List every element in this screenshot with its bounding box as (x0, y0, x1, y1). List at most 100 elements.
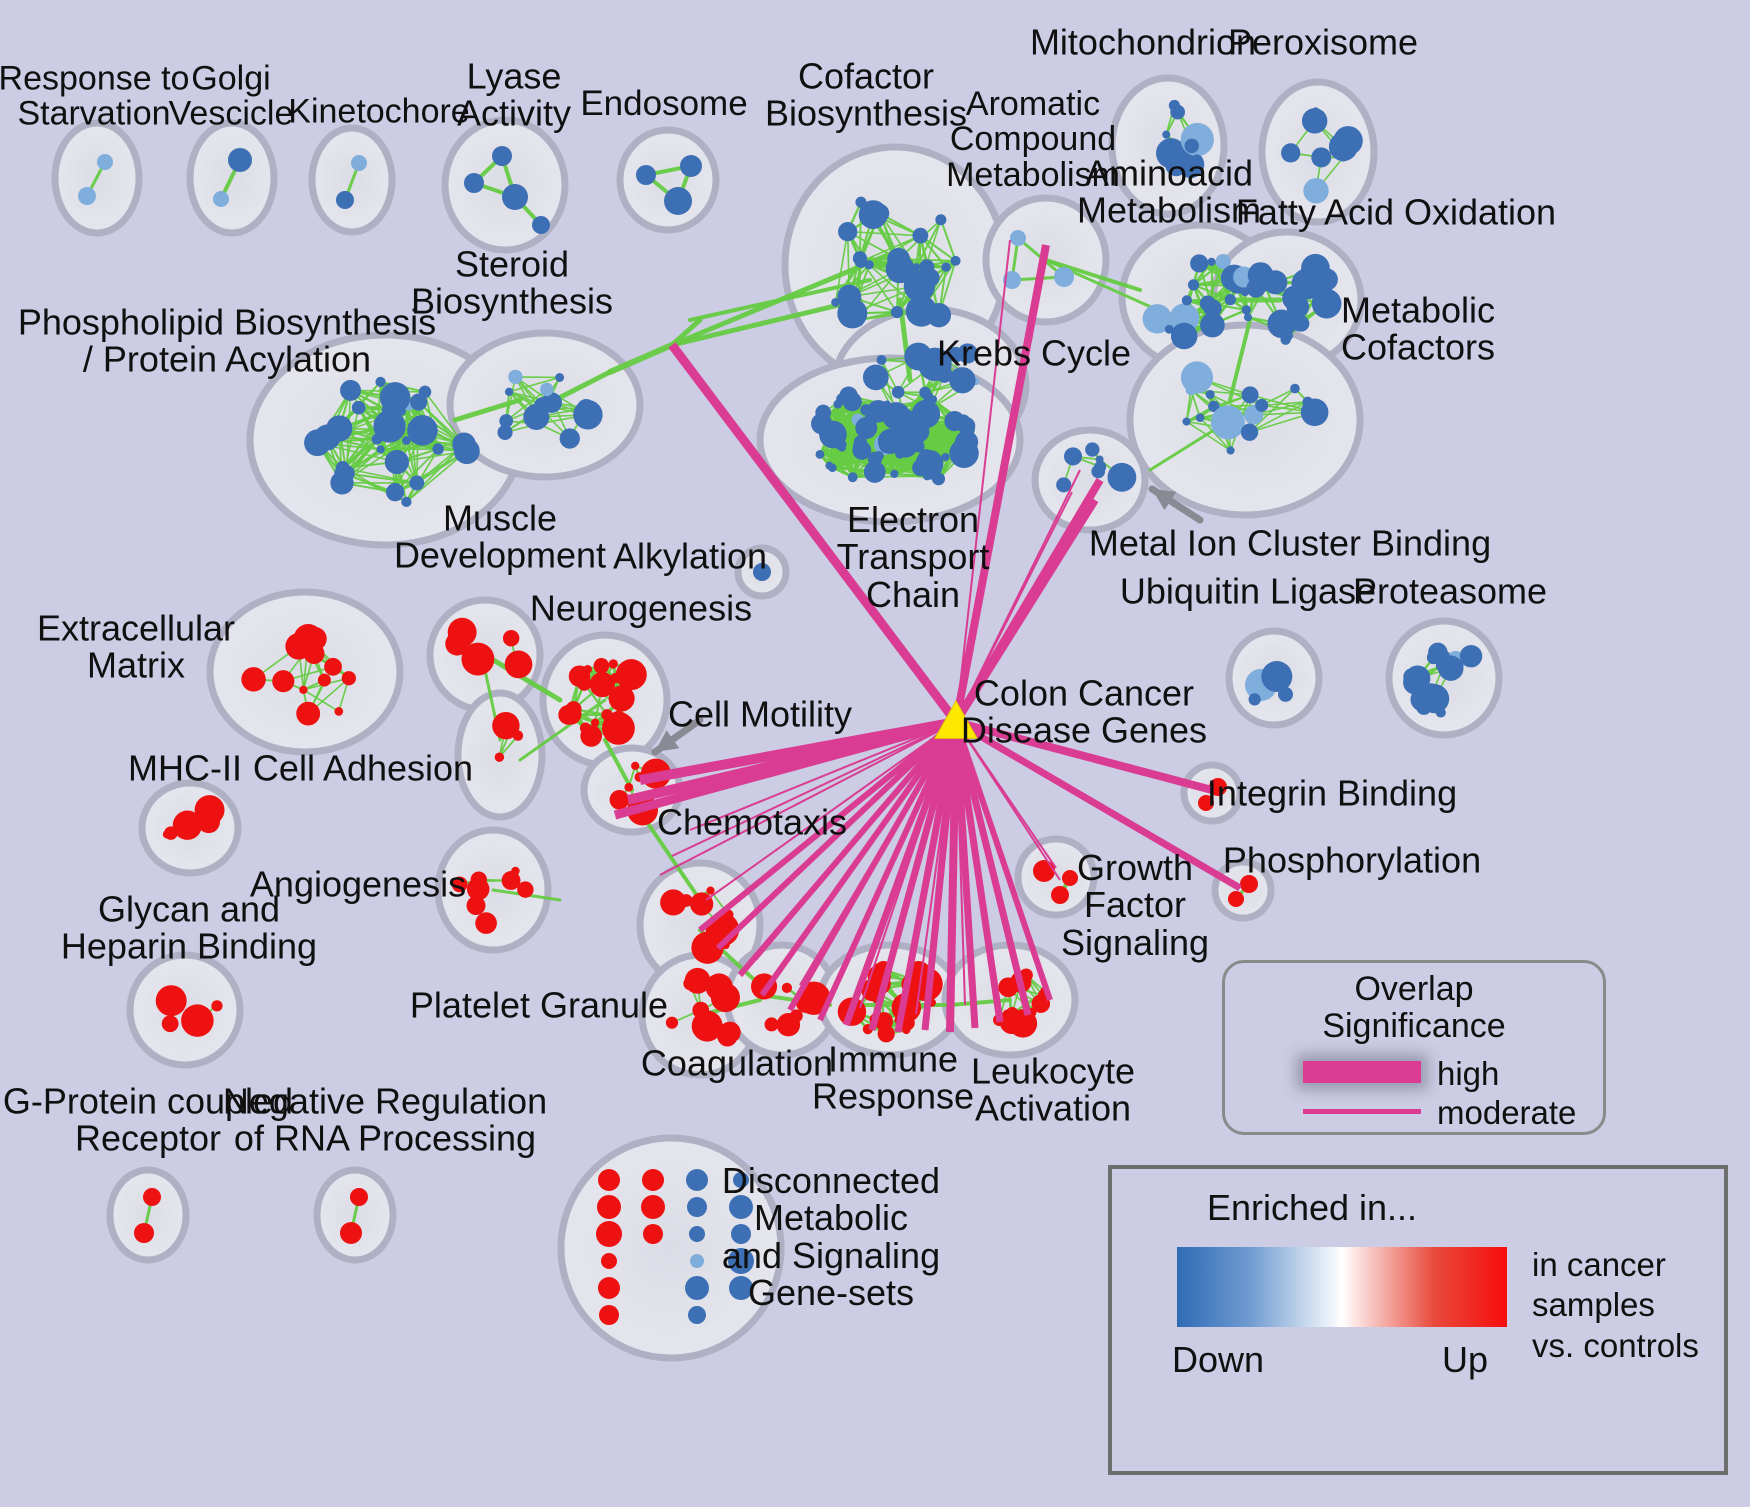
hub-edge-high (817, 720, 959, 1022)
hub-edge-high (954, 718, 1242, 892)
gene-set-node (502, 184, 528, 210)
gene-set-node (1435, 657, 1452, 674)
gene-set-node (384, 449, 409, 475)
gene-set-node (351, 400, 366, 415)
gene-set-node (1290, 313, 1308, 332)
gene-set-node (299, 685, 308, 694)
gene-set-node (949, 367, 976, 394)
gene-set-node (1241, 386, 1259, 404)
hub-edge-high (952, 244, 1050, 723)
enrichment-high-label: Up (1442, 1339, 1489, 1380)
gene-set-node (475, 912, 497, 934)
legend-enrichment: Enriched in... Down Up in cancer samples… (1108, 1165, 1728, 1475)
gene-set-node (409, 475, 425, 491)
gene-set-node (624, 782, 634, 792)
gene-set-node (497, 424, 513, 440)
gene-set-node (540, 382, 554, 397)
gene-set-node (432, 443, 444, 455)
gene-set-node (1207, 257, 1216, 267)
legend-label-moderate: moderate (1437, 1094, 1577, 1131)
gene-set-node (1095, 455, 1104, 464)
gene-set-node (731, 1224, 751, 1244)
gene-set-node (1301, 253, 1330, 283)
gene-set-node (1184, 138, 1199, 154)
gene-set-node (1200, 312, 1225, 338)
hub-edge-high (952, 497, 1099, 725)
gene-set-node (181, 1004, 214, 1037)
gene-set-node (1165, 154, 1187, 177)
gene-set-node (1210, 405, 1245, 440)
gene-set-node (1019, 968, 1033, 982)
gene-set-node (379, 382, 411, 413)
gene-set-node (1190, 254, 1209, 273)
gene-set-node (789, 1009, 803, 1023)
gene-set-node (593, 658, 610, 674)
gene-set-node (143, 1188, 161, 1206)
hub-edge-high (921, 721, 960, 1031)
gene-set-node (1008, 1009, 1038, 1038)
gene-set-node (887, 247, 910, 271)
gene-set-node (852, 439, 866, 453)
gene-set-node (1226, 446, 1235, 455)
gene-set-node (890, 469, 899, 478)
gene-set-node (492, 711, 520, 740)
gene-set-node (1301, 108, 1328, 134)
hub-edge-moderate (705, 721, 957, 901)
gene-set-node (334, 707, 344, 716)
gene-set-node (1246, 278, 1266, 298)
gene-set-node (683, 977, 697, 991)
legend-swatch-high (1303, 1061, 1421, 1083)
gene-set-node (690, 892, 714, 916)
gene-set-node (601, 711, 635, 745)
gene-set-node (499, 414, 514, 428)
gene-set-node (941, 452, 950, 462)
gene-set-node (1241, 305, 1251, 315)
hub-edge-high (953, 721, 1053, 1001)
gene-set-node (643, 1224, 663, 1244)
gene-set-node (452, 432, 476, 457)
gene-set-node (164, 826, 178, 840)
gene-set-node (466, 896, 486, 916)
gene-set-node (492, 146, 512, 166)
gene-set-node (904, 342, 933, 371)
gene-set-node (445, 631, 469, 656)
gene-set-node (876, 354, 887, 365)
enrichment-colorbar (1177, 1247, 1507, 1327)
gene-set-node (608, 659, 618, 669)
gene-set-node (97, 154, 113, 170)
gene-set-node (508, 369, 523, 385)
gene-set-node (1224, 294, 1236, 306)
gene-set-node (597, 1195, 621, 1219)
hub-edge-moderate (859, 721, 957, 1009)
gene-set-node (375, 376, 386, 388)
gene-set-node (532, 216, 550, 234)
gene-set-node (533, 401, 547, 415)
hub-node-colon-cancer-disease-genes[interactable] (934, 699, 978, 739)
hub-edge-high (952, 721, 1032, 1016)
hub-edge-high (842, 720, 960, 1027)
gene-set-node (1205, 389, 1215, 399)
gene-set-node (641, 1195, 665, 1219)
gene-set-node (609, 790, 630, 810)
hub-edge-moderate (799, 721, 957, 986)
gene-set-node (1203, 321, 1212, 331)
gene-set-node (172, 810, 203, 840)
gene-set-node (615, 659, 647, 691)
cluster-disconnected-metabolic-and-signaling-gene-sets (557, 1134, 785, 1362)
gene-set-node (1181, 295, 1193, 306)
gene-set-node (341, 671, 356, 686)
gene-set-node (680, 155, 702, 177)
gene-set-node (950, 255, 961, 266)
gene-set-node (685, 1276, 709, 1300)
gene-set-node (781, 982, 793, 993)
hub-edge-high (868, 721, 960, 1031)
gene-set-node (948, 346, 964, 363)
hub-edge-high (668, 342, 960, 725)
gene-set-node (1180, 122, 1214, 157)
gene-set-node (729, 1195, 753, 1219)
gene-set-node (1290, 383, 1300, 394)
gene-set-node (1010, 230, 1026, 246)
gene-set-node (764, 1017, 779, 1032)
gene-set-node (686, 1169, 708, 1191)
gene-set-node (1191, 154, 1203, 165)
